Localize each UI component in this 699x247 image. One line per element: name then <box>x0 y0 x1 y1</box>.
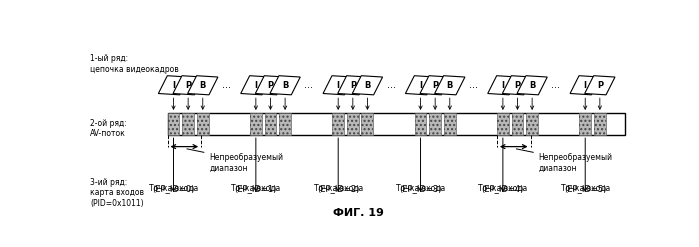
Text: Точка входа: Точка входа <box>561 184 610 193</box>
Bar <box>497 113 509 135</box>
Text: (EP_ID=1): (EP_ID=1) <box>235 174 277 193</box>
Bar <box>255 76 286 95</box>
Text: B: B <box>447 81 453 90</box>
Text: ...: ... <box>222 80 231 90</box>
Bar <box>579 113 591 135</box>
Bar <box>173 76 203 95</box>
Text: 2-ой ряд:
AV-поток: 2-ой ряд: AV-поток <box>90 119 127 138</box>
Bar <box>264 113 276 135</box>
Text: Точка входа: Точка входа <box>149 184 198 193</box>
Bar <box>361 113 373 135</box>
Bar <box>270 76 301 95</box>
Bar <box>347 113 359 135</box>
Text: 3-ий ряд:
карта входов
(PID=0x1011): 3-ий ряд: карта входов (PID=0x1011) <box>90 178 144 208</box>
Bar <box>338 76 368 95</box>
Bar <box>323 76 353 95</box>
Text: P: P <box>350 81 356 90</box>
Bar <box>279 113 291 135</box>
Bar <box>182 113 194 135</box>
Bar <box>197 113 209 135</box>
Bar <box>512 113 524 135</box>
Bar <box>187 76 218 95</box>
Bar <box>526 113 538 135</box>
Bar <box>512 113 524 135</box>
Text: ...: ... <box>552 80 560 90</box>
Bar <box>168 113 626 135</box>
Bar <box>594 113 606 135</box>
Bar <box>264 113 276 135</box>
Bar <box>347 113 359 135</box>
Text: I: I <box>254 81 257 90</box>
Text: P: P <box>597 81 603 90</box>
Bar <box>332 113 344 135</box>
Bar <box>332 113 344 135</box>
Bar <box>250 113 262 135</box>
Text: I: I <box>584 81 586 90</box>
Bar <box>526 113 538 135</box>
Text: (EP_ID=0): (EP_ID=0) <box>152 174 195 193</box>
Bar <box>279 113 291 135</box>
Text: I: I <box>172 81 175 90</box>
Bar <box>444 113 456 135</box>
Bar <box>197 113 209 135</box>
Text: B: B <box>200 81 206 90</box>
Text: 1-ый ряд:
цепочка видеокадров: 1-ый ряд: цепочка видеокадров <box>90 54 179 74</box>
Text: ...: ... <box>469 80 478 90</box>
Bar <box>584 76 615 95</box>
Text: P: P <box>432 81 438 90</box>
Bar <box>503 76 533 95</box>
Bar <box>579 113 591 135</box>
Text: I: I <box>501 81 505 90</box>
Text: P: P <box>514 81 521 90</box>
Text: Непреобразуемый
диапазон: Непреобразуемый диапазон <box>209 153 283 173</box>
Bar <box>250 113 262 135</box>
Bar <box>429 113 441 135</box>
Bar <box>488 76 518 95</box>
Text: I: I <box>419 81 422 90</box>
Bar <box>168 113 180 135</box>
Text: I: I <box>337 81 340 90</box>
Text: B: B <box>529 81 535 90</box>
Bar <box>182 113 194 135</box>
Bar <box>361 113 373 135</box>
Bar <box>517 76 547 95</box>
Bar <box>415 113 426 135</box>
Bar <box>168 113 180 135</box>
Text: (EP_ID=2): (EP_ID=2) <box>317 174 359 193</box>
Bar <box>570 76 600 95</box>
Text: (EP_ID=3): (EP_ID=3) <box>399 174 442 193</box>
Text: ...: ... <box>387 80 396 90</box>
Text: Точка входа: Точка входа <box>231 184 280 193</box>
Text: ФИГ. 19: ФИГ. 19 <box>333 208 384 218</box>
Text: (EP_ID=5): (EP_ID=5) <box>564 174 607 193</box>
Bar <box>405 76 435 95</box>
Bar <box>240 76 271 95</box>
Text: B: B <box>364 81 370 90</box>
Text: ...: ... <box>304 80 313 90</box>
Text: P: P <box>185 81 192 90</box>
Bar <box>420 76 450 95</box>
Bar <box>352 76 382 95</box>
Bar <box>444 113 456 135</box>
Text: Точка входа: Точка входа <box>396 184 445 193</box>
Bar <box>497 113 509 135</box>
Bar <box>594 113 606 135</box>
Text: Непреобразуемый
диапазон: Непреобразуемый диапазон <box>539 153 612 173</box>
Bar <box>159 76 189 95</box>
Bar <box>429 113 441 135</box>
Text: P: P <box>268 81 273 90</box>
Text: Точка входа: Точка входа <box>314 184 363 193</box>
Text: Точка входа: Точка входа <box>478 184 528 193</box>
Bar <box>415 113 426 135</box>
Text: (EP_ID=4): (EP_ID=4) <box>482 174 524 193</box>
Bar <box>435 76 465 95</box>
Text: B: B <box>282 81 288 90</box>
